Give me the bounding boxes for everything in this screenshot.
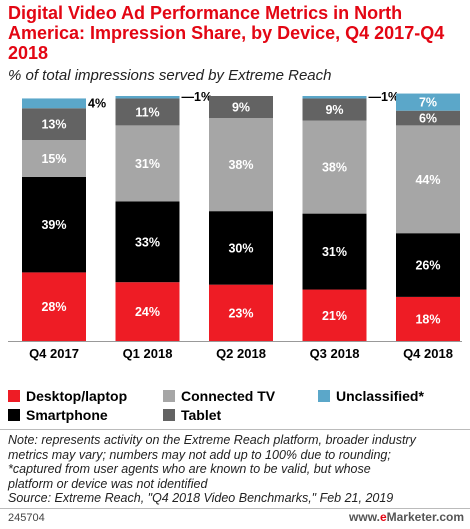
data-label: 13% bbox=[41, 118, 66, 132]
chart-id: 245704 bbox=[8, 512, 45, 524]
data-label: 7% bbox=[419, 96, 437, 110]
data-label: 15% bbox=[41, 152, 66, 166]
bar-segment bbox=[209, 284, 273, 341]
chart-subtitle: % of total impressions served by Extreme… bbox=[8, 67, 332, 84]
bar-segment bbox=[22, 272, 86, 341]
legend-item-unclassified: Unclassified* bbox=[318, 388, 424, 404]
legend-label-connected-tv: Connected TV bbox=[181, 388, 276, 404]
bar-segment bbox=[115, 125, 180, 202]
bar-segment bbox=[209, 96, 273, 119]
data-label: 18% bbox=[415, 312, 440, 326]
bar-segment bbox=[115, 201, 180, 283]
bar-segment bbox=[396, 125, 460, 234]
data-label: 33% bbox=[135, 235, 160, 249]
bar-segment bbox=[302, 213, 367, 290]
legend-swatch-tablet bbox=[163, 409, 175, 421]
x-tick-label: Q4 2017 bbox=[29, 346, 79, 361]
data-label: —1% bbox=[369, 90, 400, 104]
x-tick-label: Q1 2018 bbox=[123, 346, 173, 361]
note-line: platform or device was not identified bbox=[8, 476, 208, 491]
legend-swatch-smartphone bbox=[8, 409, 20, 421]
data-label: 23% bbox=[228, 306, 253, 320]
bar-segment bbox=[396, 110, 460, 126]
legend-label-tablet: Tablet bbox=[181, 407, 222, 423]
bar-segment bbox=[22, 108, 86, 141]
data-label: 31% bbox=[135, 157, 160, 171]
data-label: 9% bbox=[232, 101, 250, 115]
chart-note: Note: represents activity on the Extreme… bbox=[8, 433, 466, 506]
data-label: 38% bbox=[228, 158, 253, 172]
bar-segment bbox=[302, 96, 367, 99]
bar-segment bbox=[22, 98, 86, 109]
legend-item-smartphone: Smartphone bbox=[8, 407, 108, 423]
legend-swatch-unclassified bbox=[318, 390, 330, 402]
data-label: —1% bbox=[182, 90, 213, 104]
legend-label-desktop: Desktop/laptop bbox=[26, 388, 128, 404]
data-label: 4% bbox=[88, 96, 106, 110]
data-label: 6% bbox=[419, 112, 437, 126]
data-label: 44% bbox=[415, 173, 440, 187]
legend: Desktop/laptop Connected TV Unclassified… bbox=[8, 386, 468, 426]
x-tick-label: Q4 2018 bbox=[403, 346, 453, 361]
data-label: 9% bbox=[325, 103, 343, 117]
bar-segment bbox=[396, 93, 460, 111]
x-tick-label: Q2 2018 bbox=[216, 346, 266, 361]
data-label: 30% bbox=[228, 241, 253, 255]
data-label: 24% bbox=[135, 305, 160, 319]
bar-segment bbox=[115, 282, 180, 341]
bar-segment bbox=[22, 176, 86, 273]
bar-segment bbox=[302, 289, 367, 341]
x-tick-label: Q3 2018 bbox=[310, 346, 360, 361]
legend-label-unclassified: Unclassified* bbox=[336, 388, 424, 404]
bar-segment bbox=[209, 211, 273, 285]
data-label: 26% bbox=[415, 259, 440, 273]
bar-segment bbox=[115, 96, 180, 99]
note-line: Note: represents activity on the Extreme… bbox=[8, 433, 416, 447]
footer-divider bbox=[0, 508, 470, 509]
data-label: 31% bbox=[322, 245, 347, 259]
bar-segment bbox=[209, 118, 273, 212]
note-line: *captured from user agents who are known… bbox=[8, 462, 371, 476]
bar-segment bbox=[396, 233, 460, 297]
bar-segment bbox=[115, 98, 180, 126]
bar-segment bbox=[22, 140, 86, 177]
legend-item-desktop: Desktop/laptop bbox=[8, 388, 127, 404]
data-label: 39% bbox=[41, 218, 66, 232]
chart-title: Digital Video Ad Performance Metrics in … bbox=[8, 3, 445, 63]
legend-item-connected-tv: Connected TV bbox=[163, 388, 275, 404]
bar-segment bbox=[302, 98, 367, 121]
data-label: 21% bbox=[322, 309, 347, 323]
note-line: metrics may vary; numbers may not add up… bbox=[8, 447, 391, 462]
bar-segment bbox=[396, 296, 460, 341]
stacked-bar-chart: 28% 39% 15% 13% 4% Q4 2017 24% 33% 31% 11% —1% Q1 2… bbox=[8, 90, 462, 361]
data-label: 28% bbox=[41, 300, 66, 314]
legend-item-tablet: Tablet bbox=[163, 407, 221, 423]
legend-swatch-connected-tv bbox=[163, 390, 175, 402]
bar-segment bbox=[302, 120, 367, 214]
legend-swatch-desktop bbox=[8, 390, 20, 402]
data-label: 38% bbox=[322, 161, 347, 175]
source-line: Source: Extreme Reach, "Q4 2018 Video Be… bbox=[8, 491, 394, 505]
data-label: 11% bbox=[135, 105, 159, 119]
brand-link[interactable]: www.eMarketer.com bbox=[349, 510, 464, 524]
note-divider bbox=[0, 429, 470, 430]
legend-label-smartphone: Smartphone bbox=[26, 407, 108, 423]
